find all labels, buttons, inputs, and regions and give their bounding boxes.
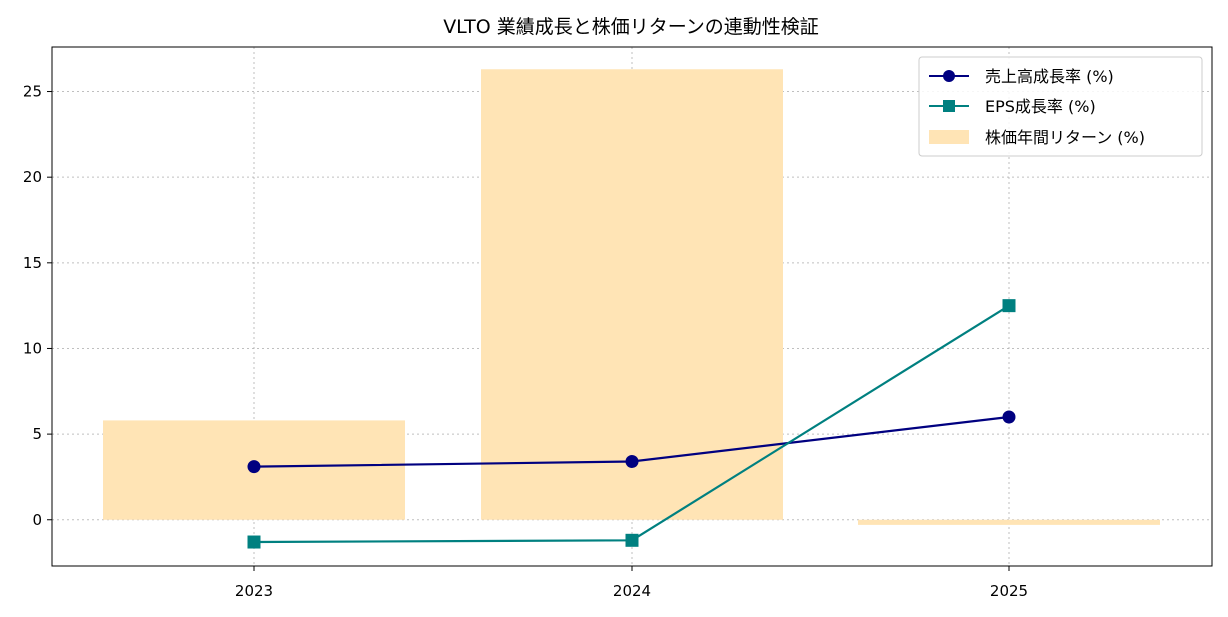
legend: 売上高成長率 (%) EPS成長率 (%) 株価年間リターン (%) (918, 56, 1203, 157)
line-series (247, 299, 1016, 549)
point-eps (625, 533, 639, 547)
y-tick-label: 5 (32, 425, 42, 443)
bar-series (103, 69, 1160, 525)
y-axis: 0 5 10 15 20 25 (23, 83, 52, 529)
legend-label-eps: EPS成長率 (%) (985, 97, 1096, 116)
chart-title: VLTO 業績成長と株価リターンの連動性検証 (443, 16, 819, 38)
legend-box (918, 56, 1203, 157)
x-tick-label: 2025 (990, 582, 1028, 600)
y-tick-label: 10 (23, 339, 42, 357)
point-eps (1002, 299, 1016, 313)
legend-item-return: 株価年間リターン (%) (929, 128, 1145, 147)
bar-stock-return (858, 519, 1160, 525)
y-tick-label: 0 (32, 511, 42, 529)
legend-label-revenue: 売上高成長率 (%) (985, 67, 1114, 86)
y-tick-label: 25 (23, 83, 42, 101)
legend-marker-eps (943, 100, 955, 112)
point-revenue (247, 460, 261, 474)
y-tick-label: 20 (23, 168, 42, 186)
bar-stock-return (481, 69, 783, 520)
point-revenue (625, 455, 639, 469)
legend-label-return: 株価年間リターン (%) (985, 128, 1145, 147)
x-tick-label: 2024 (613, 582, 651, 600)
y-tick-label: 15 (23, 254, 42, 272)
point-revenue (1002, 410, 1016, 424)
legend-swatch-return (929, 130, 969, 144)
point-eps (247, 535, 261, 549)
legend-marker-revenue (943, 70, 955, 82)
legend-item-revenue: 売上高成長率 (%) (929, 67, 1114, 86)
legend-item-eps: EPS成長率 (%) (929, 97, 1096, 116)
x-axis: 2023 2024 2025 (235, 566, 1028, 600)
x-tick-label: 2023 (235, 582, 273, 600)
